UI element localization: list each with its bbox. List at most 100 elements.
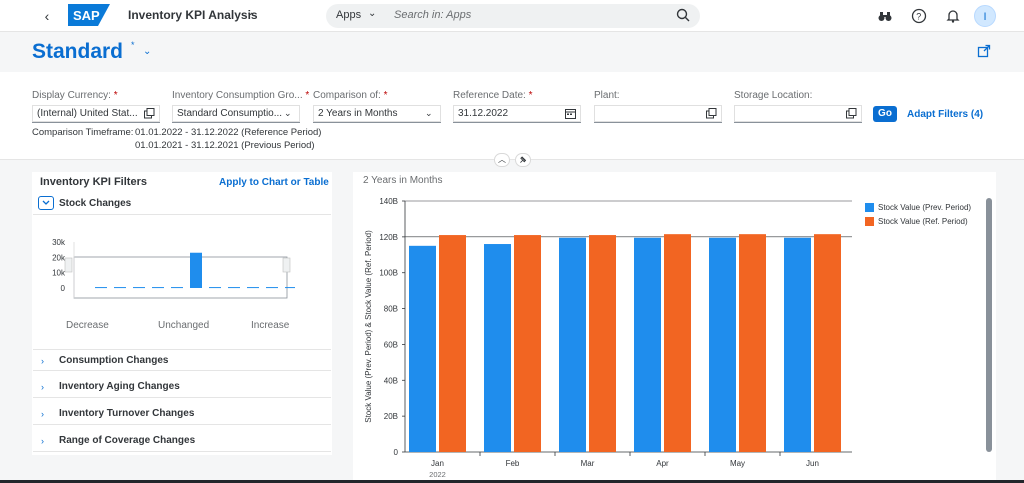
bar-ref-jun[interactable] bbox=[814, 234, 841, 452]
chart-title: 2 Years in Months bbox=[363, 175, 443, 186]
filter-label-comparison-of: Comparison of: * bbox=[313, 90, 388, 101]
chevron-down-icon[interactable]: ⌄ bbox=[368, 8, 377, 19]
mini-range-selector[interactable] bbox=[73, 256, 288, 299]
plant-field[interactable] bbox=[594, 105, 722, 123]
search-input[interactable]: Search in: Apps bbox=[394, 9, 472, 21]
bar-ref-apr[interactable] bbox=[664, 234, 691, 452]
legend-item-ref[interactable]: Stock Value (Ref. Period) bbox=[865, 217, 968, 226]
bar-prev-feb[interactable] bbox=[484, 244, 511, 452]
chevron-down-icon[interactable]: ⌄ bbox=[284, 108, 292, 118]
stock-changes-mini-chart[interactable]: 30k 20k 10k 0 bbox=[45, 232, 295, 302]
mini-bar[interactable] bbox=[190, 252, 202, 288]
search-icon[interactable] bbox=[676, 8, 690, 22]
bar-ref-mar[interactable] bbox=[589, 235, 616, 452]
section-label: Range of Coverage Changes bbox=[59, 435, 196, 446]
kpi-filters-title: Inventory KPI Filters bbox=[40, 176, 147, 188]
share-icon[interactable] bbox=[977, 44, 991, 58]
svg-text:?: ? bbox=[916, 12, 921, 22]
shell-bar: ‹ SAP Inventory KPI Analysis ⌄ Apps ⌄ Se… bbox=[0, 0, 1024, 32]
user-avatar[interactable]: I bbox=[974, 5, 996, 27]
y-tick-label: 20B bbox=[384, 412, 398, 421]
chevron-down-icon[interactable]: ⌄ bbox=[143, 46, 152, 57]
section-range-of-coverage-changes[interactable]: › Range of Coverage Changes bbox=[33, 430, 331, 452]
variant-modified-indicator: * bbox=[131, 40, 135, 50]
chevron-down-icon[interactable]: ⌄ bbox=[246, 7, 255, 18]
y-tick-label: 120B bbox=[379, 233, 398, 242]
mini-bar[interactable] bbox=[133, 287, 145, 289]
value-help-icon[interactable] bbox=[144, 108, 155, 119]
mini-bar[interactable] bbox=[247, 287, 259, 289]
reference-date-picker[interactable]: 31.12.2022 bbox=[453, 105, 581, 123]
filter-label-storage-location: Storage Location: bbox=[734, 90, 813, 101]
mini-x-label-increase: Increase bbox=[251, 320, 290, 331]
mini-bar[interactable] bbox=[209, 287, 221, 289]
mini-bar[interactable] bbox=[285, 287, 295, 289]
collapse-header-button[interactable]: ︿ bbox=[494, 153, 510, 167]
value-help-icon[interactable] bbox=[846, 108, 857, 119]
section-label: Inventory Turnover Changes bbox=[59, 408, 195, 419]
binoculars-icon[interactable] bbox=[877, 8, 893, 24]
adapt-filters-button[interactable]: Adapt Filters (4) bbox=[907, 109, 984, 120]
comparison-of-select[interactable]: 2 Years in Months ⌄ bbox=[313, 105, 441, 123]
chevron-right-icon: › bbox=[41, 436, 44, 446]
bar-ref-jan[interactable] bbox=[439, 235, 466, 452]
section-consumption-changes[interactable]: › Consumption Changes bbox=[33, 349, 331, 371]
value-help-icon[interactable] bbox=[706, 108, 717, 119]
variant-management-title[interactable]: Standard bbox=[32, 40, 124, 63]
bar-prev-may[interactable] bbox=[709, 237, 736, 452]
mini-bar[interactable] bbox=[228, 287, 240, 289]
chevron-right-icon: › bbox=[41, 382, 44, 392]
svg-text:SAP: SAP bbox=[73, 8, 100, 23]
legend-label: Stock Value (Ref. Period) bbox=[878, 217, 968, 226]
mini-bar[interactable] bbox=[114, 287, 126, 289]
bar-prev-mar[interactable] bbox=[559, 237, 586, 452]
notifications-bell-icon[interactable] bbox=[945, 8, 961, 24]
back-arrow-icon[interactable]: ‹ bbox=[44, 8, 50, 24]
mini-bar[interactable] bbox=[152, 287, 164, 289]
legend-item-prev[interactable]: Stock Value (Prev. Period) bbox=[865, 203, 971, 212]
chart-scrollbar[interactable] bbox=[986, 198, 992, 452]
mini-bar[interactable] bbox=[171, 287, 183, 289]
search-field[interactable]: Apps ⌄ Search in: Apps bbox=[326, 4, 700, 28]
filter-label-consumption-group: Inventory Consumption Gro... * bbox=[172, 90, 310, 101]
chevron-down-icon[interactable]: ⌄ bbox=[425, 108, 433, 118]
stock-value-bar-chart[interactable]: 0 20B 40B 60B 80B 100B 120B 140B Stock Value (Pr… bbox=[353, 190, 853, 480]
sap-logo[interactable]: SAP bbox=[68, 4, 110, 26]
comparison-timeframe-label: Comparison Timeframe: bbox=[32, 127, 134, 138]
mini-y-tick-label: 30k bbox=[52, 238, 66, 247]
section-inventory-turnover-changes[interactable]: › Inventory Turnover Changes bbox=[33, 403, 331, 425]
mini-bar[interactable] bbox=[95, 287, 107, 289]
display-currency-field[interactable]: (Internal) United Stat... bbox=[32, 105, 160, 123]
chevron-right-icon: › bbox=[41, 356, 44, 366]
bar-prev-jan[interactable] bbox=[409, 245, 436, 452]
legend-swatch bbox=[865, 203, 874, 212]
mini-range-handle-right[interactable] bbox=[282, 257, 291, 273]
app-title[interactable]: Inventory KPI Analysis bbox=[128, 8, 258, 22]
section-stock-changes[interactable]: Stock Changes bbox=[33, 193, 331, 215]
go-button[interactable]: Go bbox=[873, 106, 897, 122]
storage-location-field[interactable] bbox=[734, 105, 862, 123]
help-icon[interactable]: ? bbox=[911, 8, 927, 24]
y-tick-label: 40B bbox=[384, 376, 398, 385]
calendar-icon[interactable] bbox=[565, 108, 576, 119]
filter-label-plant: Plant: bbox=[594, 90, 620, 101]
apply-to-chart-button[interactable]: Apply to Chart or Table bbox=[219, 177, 329, 188]
bar-prev-apr[interactable] bbox=[634, 237, 661, 452]
y-tick-label: 100B bbox=[379, 269, 398, 278]
mini-y-tick-label: 20k bbox=[52, 253, 66, 262]
mini-x-label-decrease: Decrease bbox=[66, 320, 109, 331]
pin-header-icon[interactable] bbox=[515, 153, 531, 167]
x-tick-label: Feb bbox=[506, 459, 520, 468]
consumption-group-select[interactable]: Standard Consumptio... ⌄ bbox=[172, 105, 300, 123]
bar-ref-feb[interactable] bbox=[514, 235, 541, 452]
bar-prev-jun[interactable] bbox=[784, 237, 811, 452]
collapse-section-button[interactable] bbox=[38, 196, 54, 210]
search-scope-select[interactable]: Apps bbox=[336, 9, 362, 21]
chevron-right-icon: › bbox=[41, 409, 44, 419]
mini-bar[interactable] bbox=[266, 287, 278, 289]
bar-ref-may[interactable] bbox=[739, 234, 766, 452]
x-tick-label: Mar bbox=[581, 459, 595, 468]
mini-range-handle-left[interactable] bbox=[64, 257, 73, 273]
section-inventory-aging-changes[interactable]: › Inventory Aging Changes bbox=[33, 376, 331, 398]
mini-x-label-unchanged: Unchanged bbox=[158, 320, 210, 331]
